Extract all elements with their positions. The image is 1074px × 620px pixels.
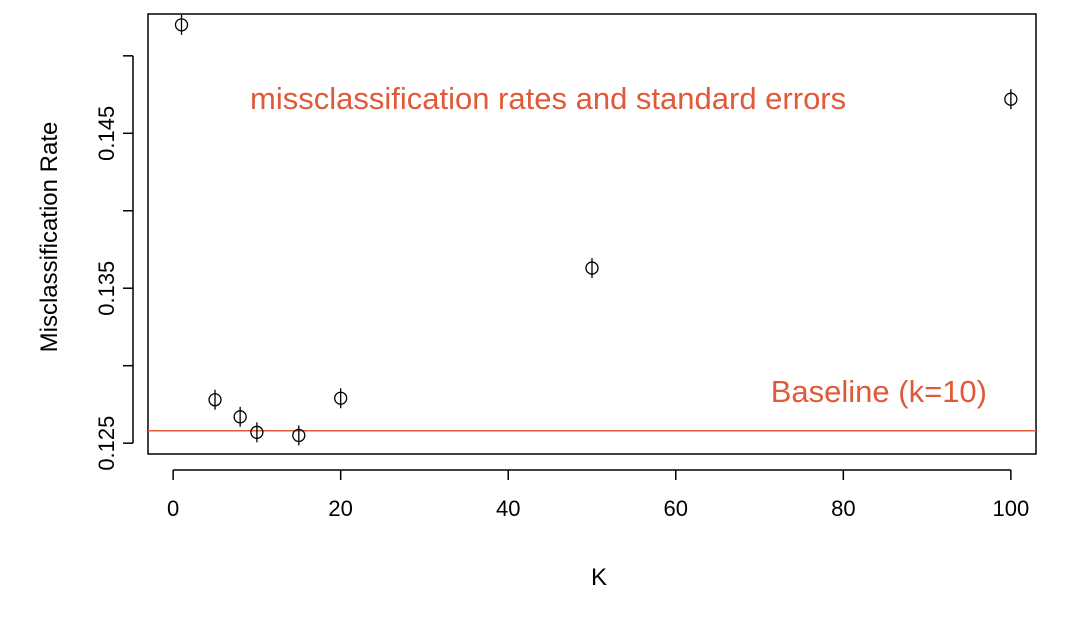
plot-frame (147, 13, 1037, 455)
y-axis: 0.125 0.135 0.145 (94, 55, 134, 471)
point-marker (1004, 92, 1018, 106)
baseline-label: Baseline (k=10) (771, 374, 987, 409)
x-tick-label: 0 (167, 496, 179, 521)
point-marker (250, 425, 264, 439)
point-marker (208, 393, 222, 407)
y-tick-label: 0.135 (94, 261, 119, 316)
annotation-text: missclassification rates and standard er… (250, 81, 846, 116)
data-point (208, 389, 222, 410)
point-marker (174, 18, 189, 32)
point-marker (585, 261, 599, 275)
y-tick-label: 0.125 (94, 416, 119, 471)
y-tick-label: 0.145 (94, 106, 119, 161)
data-point (292, 425, 306, 446)
data-point (1004, 89, 1018, 110)
points-layer (174, 14, 1018, 446)
x-tick-label: 40 (496, 496, 520, 521)
x-axis-title: K (591, 564, 607, 591)
x-tick-label: 60 (664, 496, 688, 521)
data-point (250, 422, 264, 443)
data-point (334, 388, 348, 409)
y-axis-title: Misclassification Rate (36, 122, 63, 353)
data-point (585, 258, 599, 279)
point-marker (334, 391, 348, 405)
data-point (174, 14, 189, 35)
data-point (233, 406, 247, 427)
x-tick-label: 20 (328, 496, 352, 521)
point-marker (292, 428, 306, 443)
point-marker (233, 410, 247, 424)
x-tick-label: 100 (993, 496, 1030, 521)
x-axis: 0 20 40 60 80 100 (167, 469, 1030, 521)
x-tick-label: 80 (831, 496, 855, 521)
